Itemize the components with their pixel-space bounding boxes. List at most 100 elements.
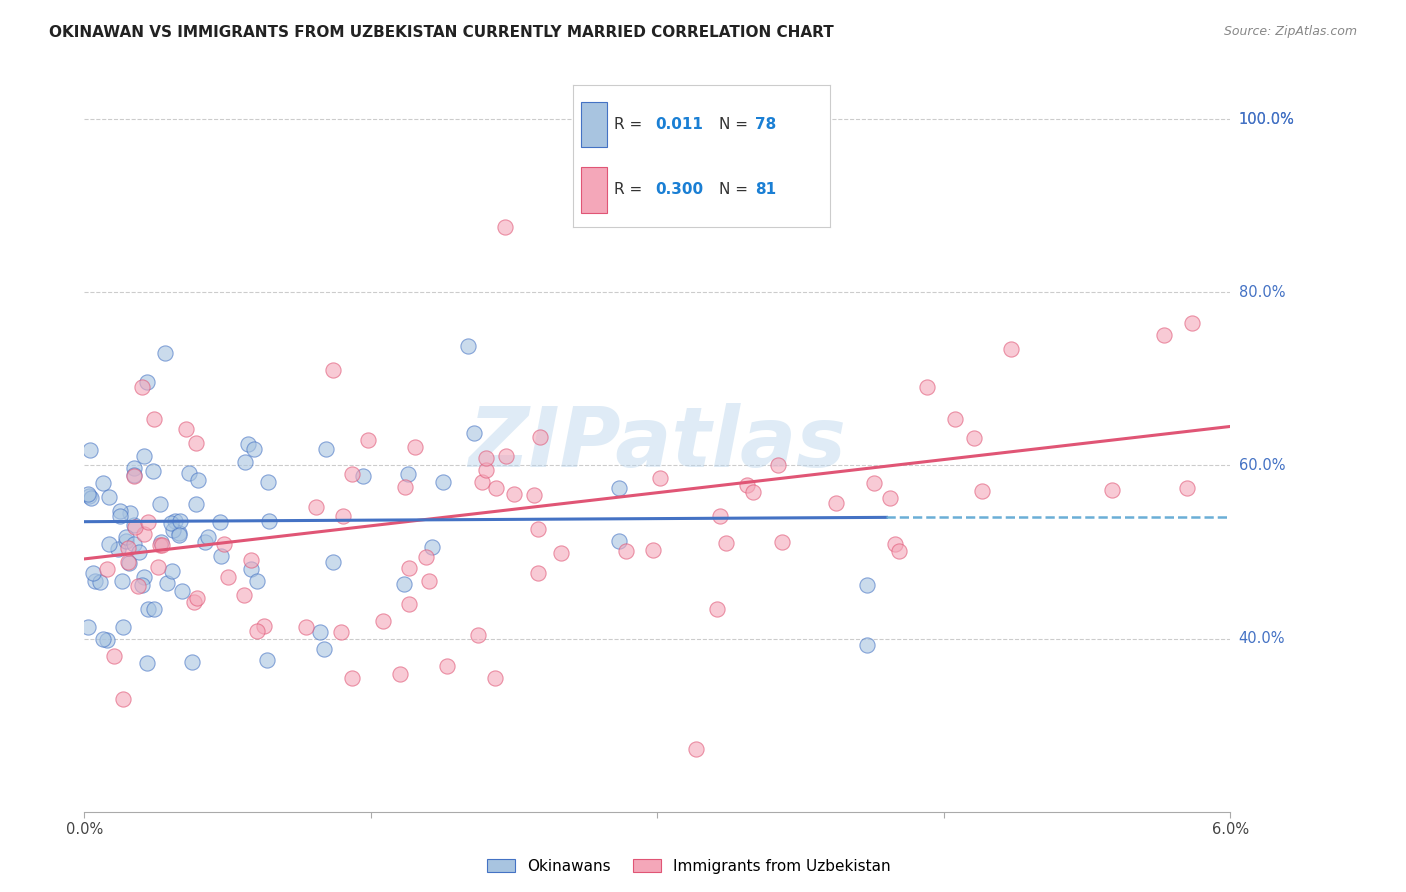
Point [253, 619, 276, 633]
Text: 100.0%: 100.0% [1239, 112, 1295, 127]
Point [240, 562, 263, 576]
Point [436, 659, 458, 673]
Point [396, 467, 419, 481]
Y-axis label: Currently Married: Currently Married [0, 379, 7, 508]
Point [309, 625, 332, 640]
Point [394, 480, 416, 494]
Point [475, 450, 498, 465]
Point [737, 478, 759, 492]
Point [159, 516, 181, 530]
Point [856, 578, 879, 592]
Point [153, 346, 176, 360]
Point [167, 525, 190, 540]
Point [172, 583, 194, 598]
Point [432, 475, 454, 489]
Point [187, 474, 209, 488]
Point [169, 515, 191, 529]
Point [1181, 316, 1204, 330]
Text: N =: N = [720, 182, 754, 197]
Point [148, 560, 170, 574]
Point [142, 464, 165, 478]
Point [77, 487, 100, 501]
Point [714, 536, 737, 550]
Point [607, 533, 630, 548]
Point [118, 506, 141, 520]
Point [179, 467, 201, 481]
Point [162, 524, 184, 538]
Point [96, 562, 118, 576]
Point [103, 648, 125, 663]
Point [484, 481, 506, 495]
Point [340, 671, 363, 685]
Text: OKINAWAN VS IMMIGRANTS FROM UZBEKISTAN CURRENTLY MARRIED CORRELATION CHART: OKINAWAN VS IMMIGRANTS FROM UZBEKISTAN C… [49, 25, 834, 40]
Point [184, 435, 207, 450]
Point [246, 624, 269, 639]
Point [352, 469, 374, 483]
Point [82, 566, 104, 581]
Text: Source: ZipAtlas.com: Source: ZipAtlas.com [1223, 25, 1357, 38]
Point [529, 430, 551, 444]
Point [149, 497, 172, 511]
Point [117, 555, 139, 569]
Text: 100.0%: 100.0% [1239, 112, 1295, 127]
Point [340, 467, 363, 482]
Point [122, 460, 145, 475]
Point [233, 454, 256, 468]
Point [295, 620, 318, 634]
Point [879, 491, 901, 505]
Point [96, 633, 118, 648]
Point [357, 433, 380, 447]
Point [484, 671, 506, 685]
Point [156, 576, 179, 591]
Point [527, 566, 550, 580]
Point [246, 574, 269, 589]
Point [1153, 328, 1175, 343]
Point [641, 543, 664, 558]
Text: 78: 78 [755, 117, 776, 132]
Point [770, 535, 793, 549]
Point [91, 476, 114, 491]
Point [79, 443, 101, 458]
Point [136, 601, 159, 615]
Point [915, 380, 938, 394]
Point [420, 541, 443, 555]
Point [766, 458, 789, 472]
Point [415, 549, 437, 564]
Text: 80.0%: 80.0% [1239, 285, 1285, 300]
Point [257, 514, 280, 528]
Point [83, 574, 105, 588]
Point [218, 570, 240, 584]
Point [184, 497, 207, 511]
Point [494, 220, 516, 235]
Point [149, 534, 172, 549]
Text: 81: 81 [755, 182, 776, 197]
Point [884, 537, 907, 551]
Point [122, 467, 145, 482]
Point [314, 642, 336, 657]
Point [685, 741, 707, 756]
Point [108, 509, 131, 524]
FancyBboxPatch shape [581, 102, 607, 147]
Point [1000, 342, 1022, 356]
Point [149, 538, 172, 552]
Point [550, 546, 572, 560]
Point [131, 380, 153, 394]
Point [607, 481, 630, 495]
Point [943, 412, 966, 426]
Point [143, 601, 166, 615]
Point [887, 544, 910, 558]
Point [706, 602, 728, 616]
Point [117, 556, 139, 570]
Point [97, 537, 120, 551]
Text: ZIPatlas: ZIPatlas [468, 403, 846, 484]
Text: R =: R = [614, 117, 648, 132]
Point [389, 667, 412, 681]
Point [128, 544, 150, 558]
Point [160, 564, 183, 578]
Point [614, 544, 637, 558]
Point [122, 469, 145, 483]
Point [212, 537, 235, 551]
Point [98, 490, 121, 504]
Point [183, 595, 205, 609]
Point [972, 484, 994, 499]
